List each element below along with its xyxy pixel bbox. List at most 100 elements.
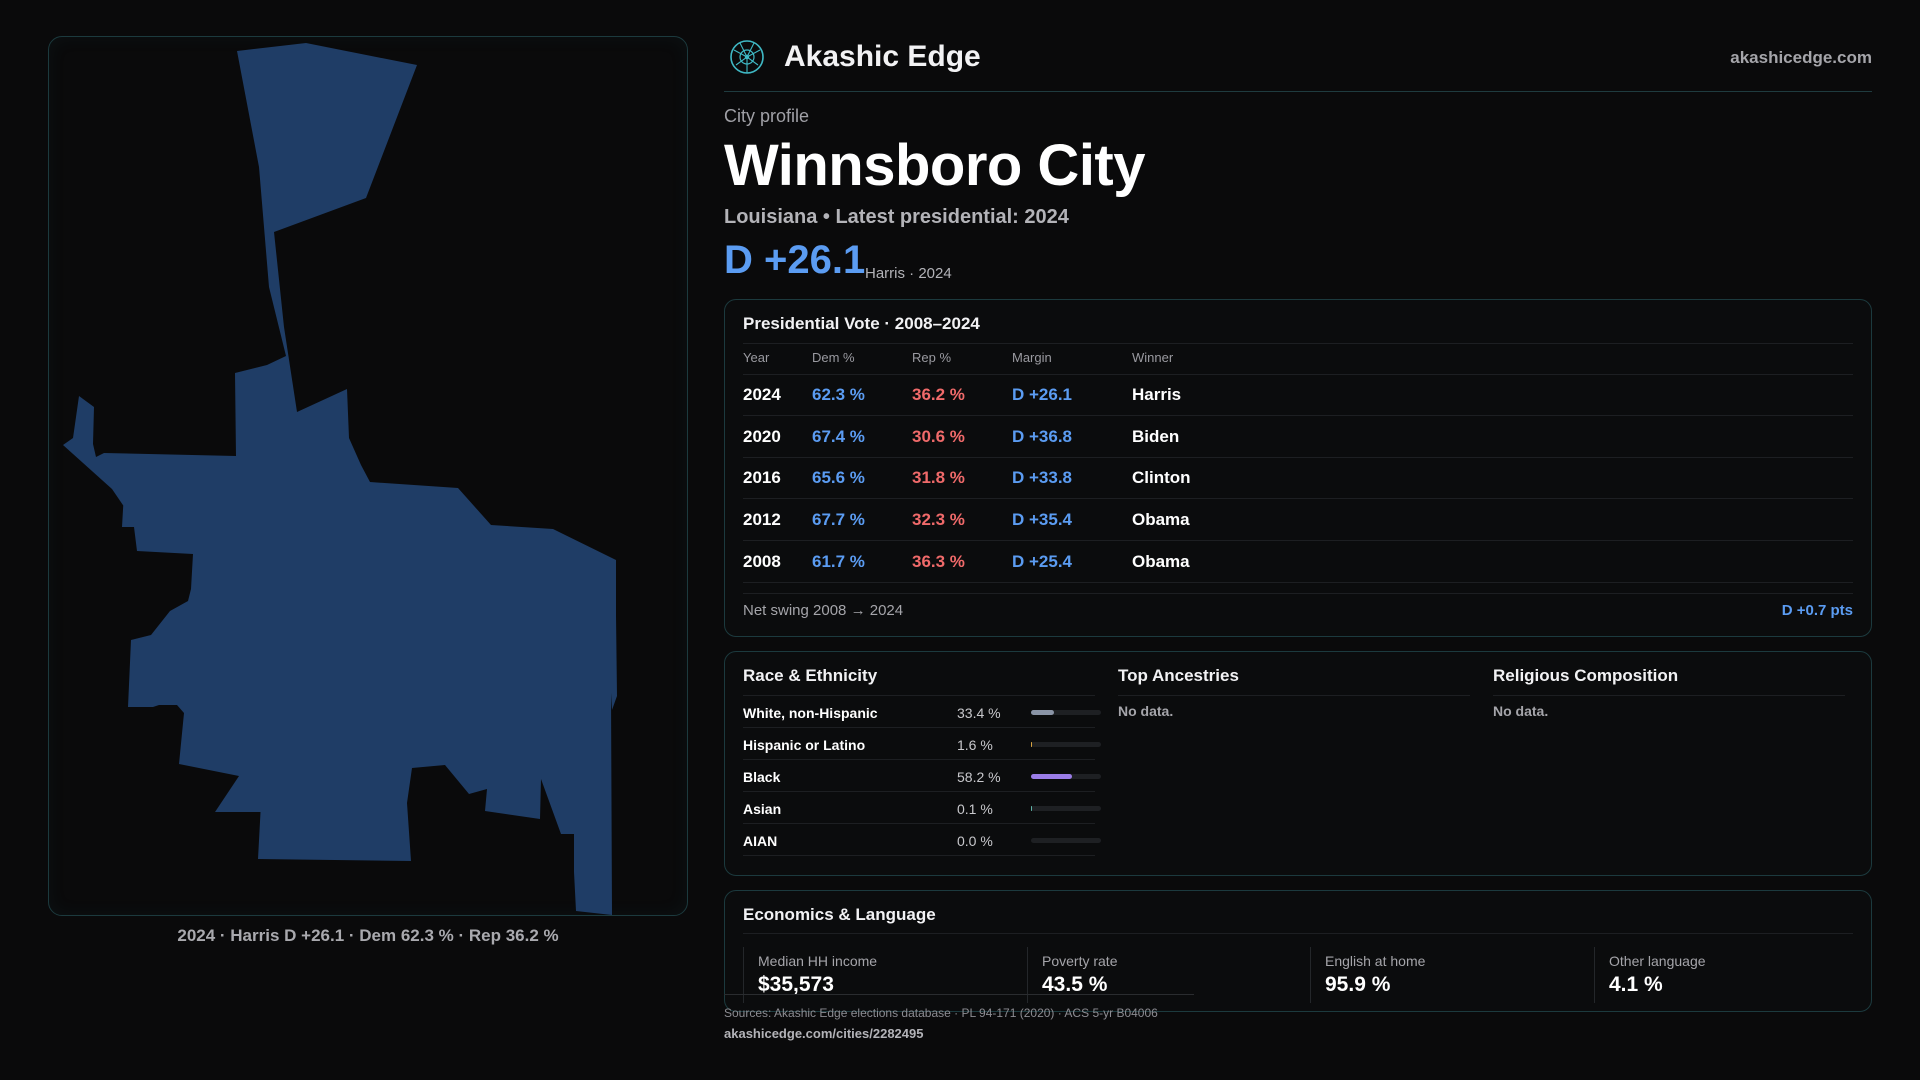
race-row: White, non-Hispanic 33.4 % — [743, 696, 1101, 728]
race-row: Asian 0.1 % — [743, 792, 1101, 824]
economics-card: Economics & Language Median HH income $3… — [724, 890, 1872, 1012]
cell-dem: 67.7 % — [812, 510, 865, 529]
empty-state: No data. — [1118, 703, 1174, 719]
table-row: 2012 67.7 % 32.3 % D +35.4 Obama — [743, 500, 1853, 541]
cell-margin: D +36.8 — [1012, 427, 1073, 446]
cell-dem: 62.3 % — [812, 385, 865, 404]
cell-rep: 36.2 % — [912, 385, 965, 404]
divider — [743, 593, 1853, 594]
divider — [743, 374, 1853, 375]
stat-other-language: Other language 4.1 % — [1594, 947, 1864, 1003]
presidential-vote-card: Presidential Vote · 2008–2024 Year Dem %… — [724, 299, 1872, 637]
cell-year: 2012 — [743, 510, 781, 529]
divider — [1118, 695, 1470, 696]
stat-value: 43.5 % — [1042, 973, 1108, 996]
table-row: 2024 62.3 % 36.2 % D +26.1 Harris — [743, 375, 1853, 416]
cell-margin: D +26.1 — [1012, 385, 1073, 404]
race-row: Black 58.2 % — [743, 760, 1101, 792]
page-kicker: City profile — [724, 106, 810, 126]
race-pct: 0.1 % — [957, 801, 993, 817]
cell-dem: 61.7 % — [812, 552, 865, 571]
section-title: Top Ancestries — [1118, 666, 1239, 685]
stat-label: English at home — [1325, 953, 1426, 969]
cell-winner: Obama — [1132, 552, 1190, 571]
section-title: Race & Ethnicity — [743, 666, 878, 685]
race-pct: 58.2 % — [957, 769, 1001, 785]
city-boundary-map[interactable] — [48, 36, 688, 916]
religion-section: Religious Composition No data. — [1493, 652, 1845, 877]
race-bar-fill — [1031, 710, 1055, 715]
net-swing-label: Net swing 2008 → 2024 — [743, 602, 904, 619]
column-header: Margin — [1012, 350, 1052, 365]
cell-margin: D +33.8 — [1012, 468, 1073, 487]
site-link[interactable]: akashicedge.com — [1730, 48, 1872, 67]
table-row: 2008 61.7 % 36.3 % D +25.4 Obama — [743, 542, 1853, 583]
cell-winner: Biden — [1132, 427, 1180, 446]
stat-label: Other language — [1609, 953, 1706, 969]
top-bar: Akashic Edge akashicedge.com — [724, 36, 1872, 92]
race-label: Asian — [743, 801, 782, 817]
globe-network-icon[interactable] — [728, 38, 766, 76]
map-caption: 2024 · Harris D +26.1 · Dem 62.3 % · Rep… — [177, 926, 559, 945]
city-boundary-shape — [63, 43, 617, 915]
race-bar-track — [1031, 838, 1101, 843]
cell-margin: D +25.4 — [1012, 552, 1073, 571]
stat-label: Median HH income — [758, 953, 878, 969]
sources-text: Sources: Akashic Edge elections database… — [724, 1006, 1158, 1020]
race-bar-fill — [1031, 774, 1072, 779]
page-subtitle: Louisiana • Latest presidential: 2024 — [724, 206, 1069, 228]
ancestries-section: Top Ancestries No data. — [1118, 652, 1470, 877]
cell-winner: Harris — [1132, 385, 1182, 404]
column-header: Winner — [1132, 350, 1174, 365]
race-row: AIAN 0.0 % — [743, 824, 1101, 856]
race-bar-track — [1031, 742, 1101, 747]
race-pct: 0.0 % — [957, 833, 993, 849]
cell-year: 2024 — [743, 385, 781, 404]
table-row: 2020 67.4 % 30.6 % D +36.8 Biden — [743, 417, 1853, 458]
card-title: Economics & Language — [743, 905, 936, 924]
brand-name[interactable]: Akashic Edge — [784, 40, 981, 73]
cell-winner: Clinton — [1132, 468, 1191, 487]
column-header: Rep % — [912, 350, 952, 365]
race-ethnicity-section: Race & Ethnicity White, non-Hispanic 33.… — [743, 652, 1101, 877]
card-title: Presidential Vote · 2008–2024 — [743, 314, 980, 333]
stat-poverty-rate: Poverty rate 43.5 % — [1027, 947, 1297, 1003]
race-bar-track — [1031, 806, 1101, 811]
city-boundary-polygon — [63, 43, 617, 915]
race-bar-track — [1031, 774, 1101, 779]
race-label: AIAN — [743, 833, 778, 849]
race-label: White, non-Hispanic — [743, 705, 878, 721]
cell-year: 2008 — [743, 552, 781, 571]
footer: Sources: Akashic Edge elections database… — [724, 994, 1194, 1041]
race-bar-track — [1031, 710, 1101, 715]
stat-median-income: Median HH income $35,573 — [743, 947, 1013, 1003]
cell-rep: 30.6 % — [912, 427, 965, 446]
divider — [1493, 695, 1845, 696]
stat-english-at-home: English at home 95.9 % — [1310, 947, 1580, 1003]
stat-value: 4.1 % — [1609, 973, 1663, 996]
cell-year: 2016 — [743, 468, 781, 487]
page-title: Winnsboro City — [724, 133, 1146, 198]
divider — [743, 933, 1853, 934]
race-bar-fill — [1031, 806, 1033, 811]
stat-value: 95.9 % — [1325, 973, 1391, 996]
divider — [743, 343, 1853, 344]
cell-rep: 31.8 % — [912, 468, 965, 487]
column-header: Year — [743, 350, 770, 365]
race-pct: 33.4 % — [957, 705, 1001, 721]
headline-margin-note: Harris · 2024 — [865, 265, 952, 282]
stat-value: $35,573 — [758, 973, 834, 996]
cell-dem: 65.6 % — [812, 468, 865, 487]
cell-dem: 67.4 % — [812, 427, 865, 446]
demographics-card: Race & Ethnicity White, non-Hispanic 33.… — [724, 651, 1872, 876]
net-swing-value: D +0.7 pts — [1781, 602, 1853, 619]
race-label: Hispanic or Latino — [743, 737, 866, 753]
stat-label: Poverty rate — [1042, 953, 1118, 969]
page-url[interactable]: akashicedge.com/cities/2282495 — [724, 1026, 924, 1041]
empty-state: No data. — [1493, 703, 1549, 719]
cell-margin: D +35.4 — [1012, 510, 1073, 529]
cell-year: 2020 — [743, 427, 781, 446]
race-pct: 1.6 % — [957, 737, 993, 753]
cell-rep: 36.3 % — [912, 552, 965, 571]
race-bar-fill — [1031, 742, 1033, 747]
